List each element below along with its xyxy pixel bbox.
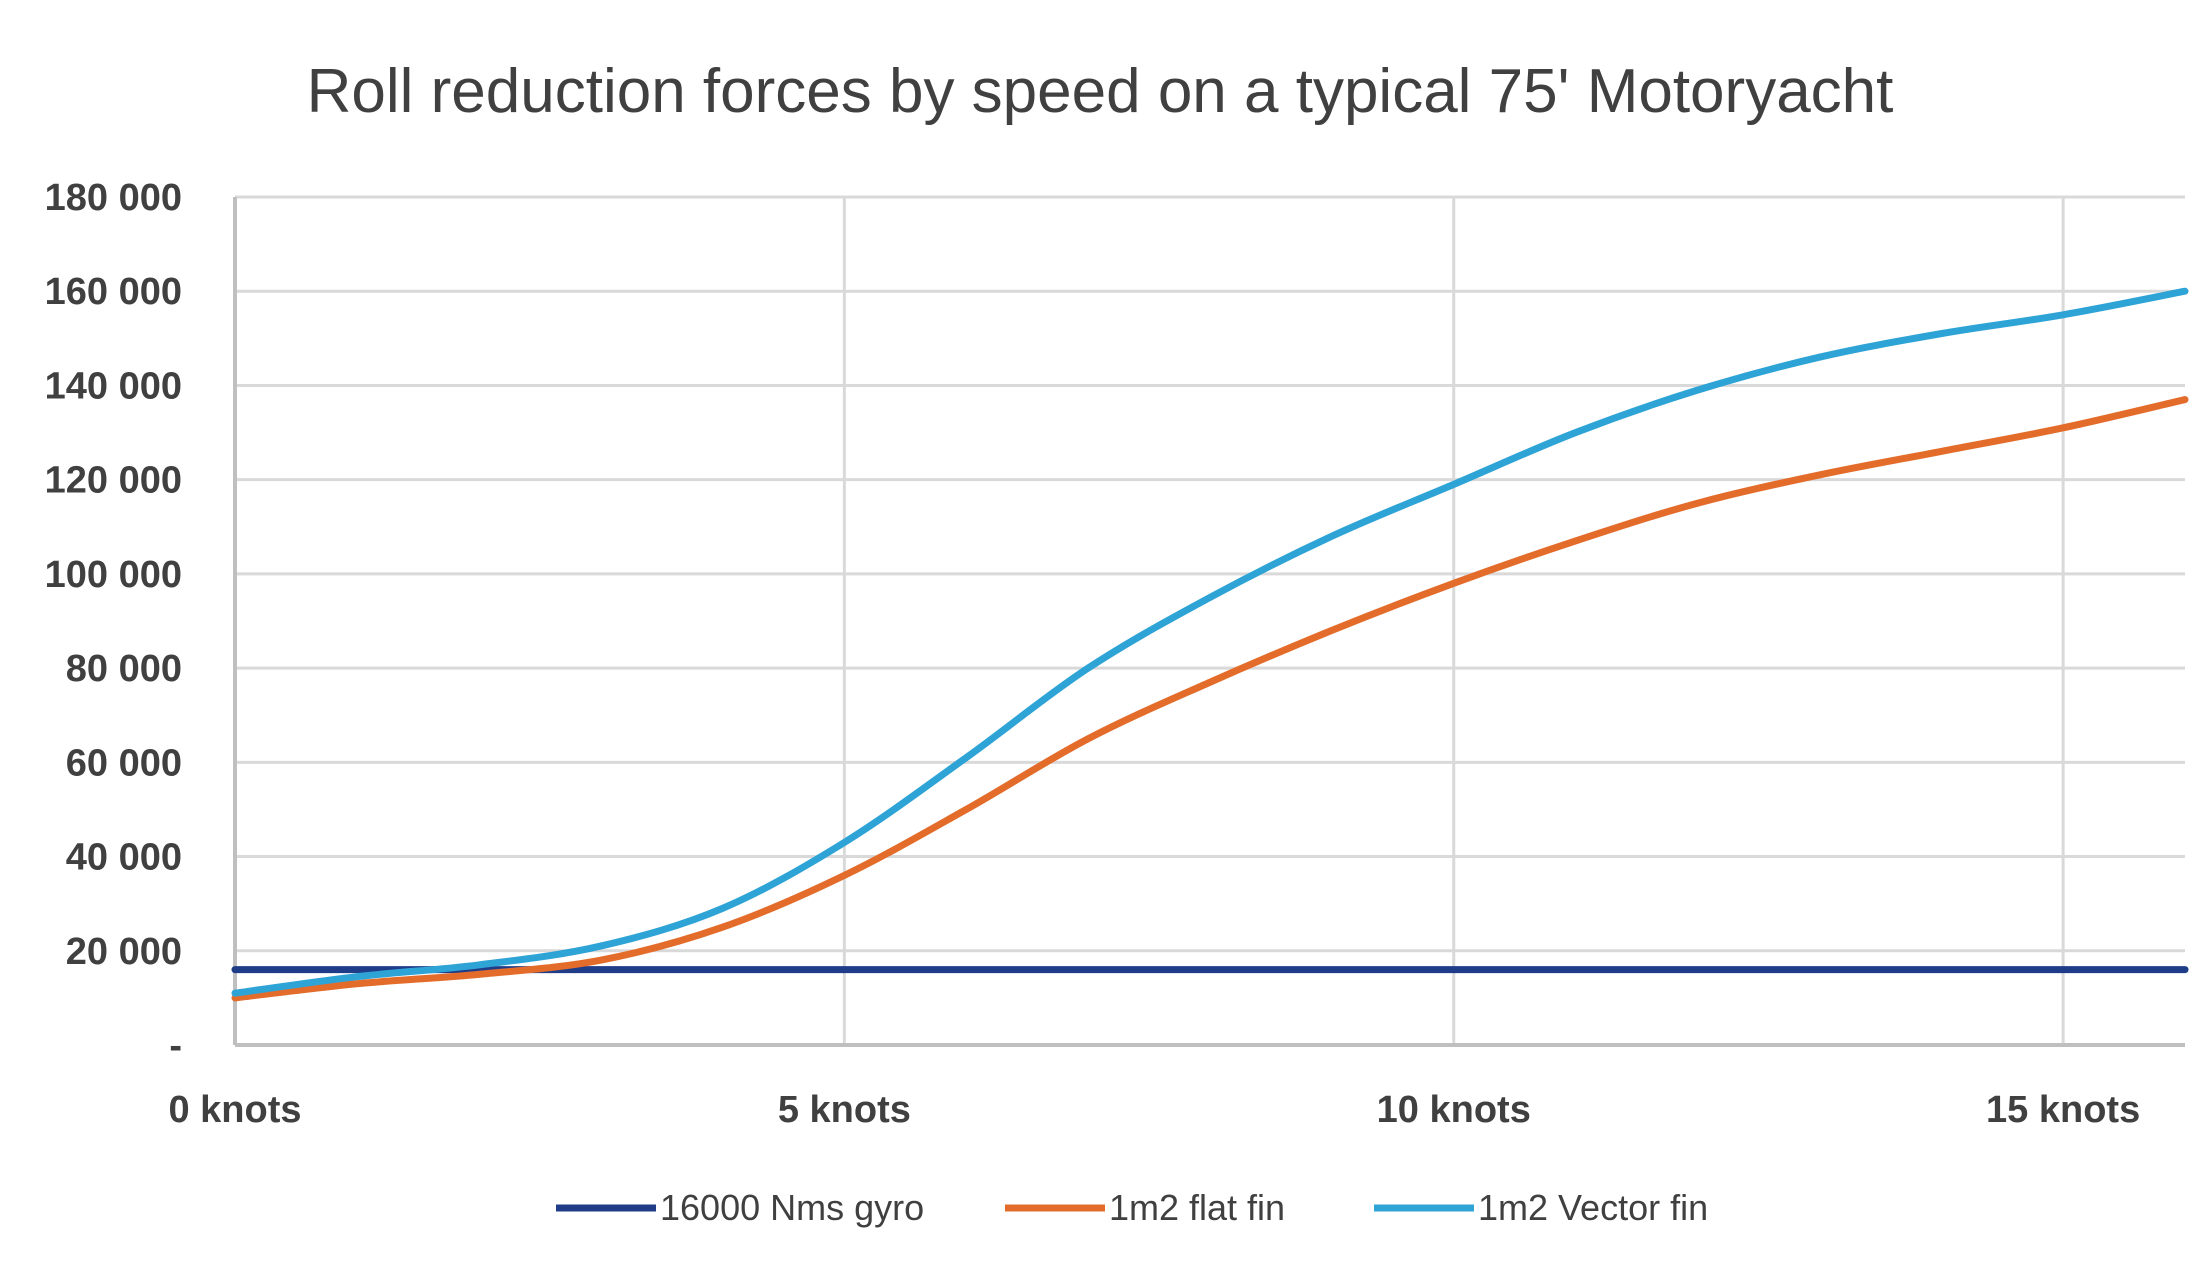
grid-lines <box>235 195 2185 1045</box>
series-line-1m2-vector-fin <box>231 287 2189 997</box>
y-tick-label: 80 000 <box>66 648 182 690</box>
series-lines <box>231 287 2189 1002</box>
y-axis-ticks: - 20 000 40 000 60 000 80 000 100 000 120 000 1… <box>45 177 182 1067</box>
y-tick-label: - <box>169 1025 182 1067</box>
x-tick-label: 10 knots <box>1377 1089 1531 1131</box>
y-tick-label: 160 000 <box>45 271 182 313</box>
series-line-1m2-flat-fin <box>231 396 2189 1002</box>
chart-title: Roll reduction forces by speed on a typi… <box>307 57 1894 126</box>
y-tick-label: 140 000 <box>45 365 182 407</box>
x-tick-label: 0 knots <box>168 1089 301 1131</box>
y-tick-label: 120 000 <box>45 460 182 502</box>
legend-label: 16000 Nms gyro <box>660 1187 924 1228</box>
y-tick-label: 60 000 <box>66 742 182 784</box>
axes <box>233 197 2185 1047</box>
x-tick-label: 5 knots <box>778 1089 911 1131</box>
legend-label: 1m2 flat fin <box>1109 1187 1285 1228</box>
x-tick-label: 15 knots <box>1986 1089 2140 1131</box>
y-tick-label: 180 000 <box>45 177 182 219</box>
y-tick-label: 20 000 <box>66 931 182 973</box>
x-axis-ticks: 0 knots 5 knots 10 knots 15 knots <box>168 1089 2140 1131</box>
y-tick-label: 100 000 <box>45 554 182 596</box>
legend: 16000 Nms gyro 1m2 flat fin 1m2 Vector fin <box>556 1187 1708 1228</box>
y-tick-label: 40 000 <box>66 837 182 879</box>
legend-label: 1m2 Vector fin <box>1478 1187 1708 1228</box>
